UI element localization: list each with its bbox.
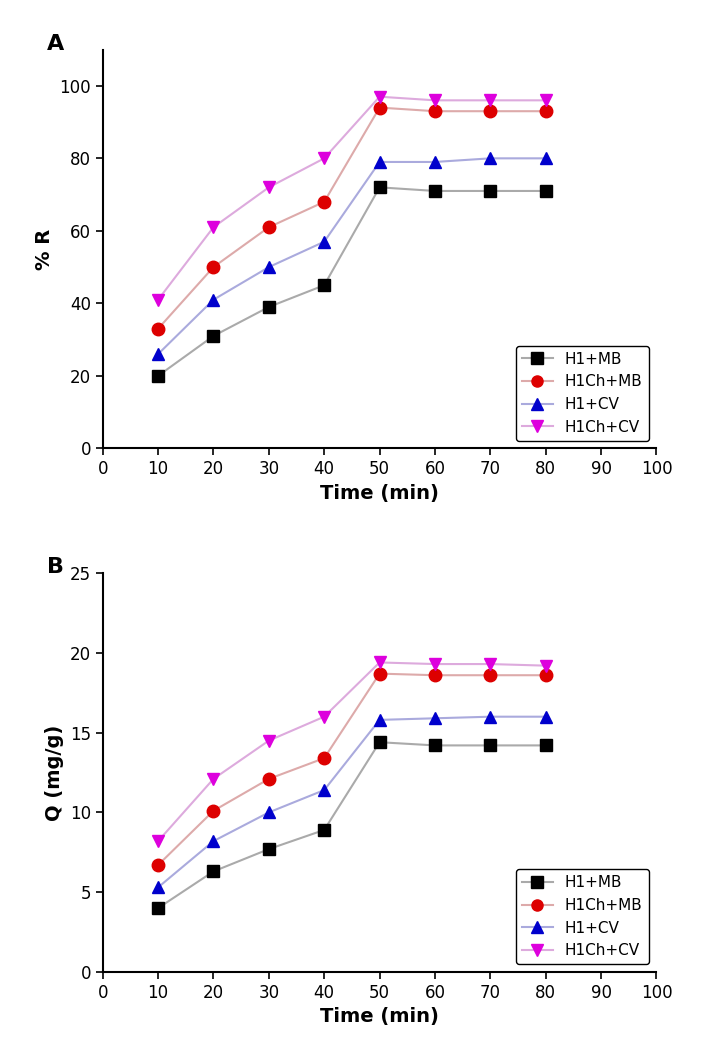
H1+CV [264, 261, 273, 274]
Line: H1+MB: H1+MB [152, 736, 552, 915]
H1Ch+MB [375, 101, 384, 114]
Legend: H1+MB, H1Ch+MB, H1+CV, H1Ch+CV: H1+MB, H1Ch+MB, H1+CV, H1Ch+CV [516, 346, 649, 440]
H1+MB [264, 842, 273, 855]
H1Ch+CV [486, 658, 495, 671]
H1Ch+CV [209, 221, 218, 233]
H1+CV [264, 806, 273, 819]
H1+CV [375, 713, 384, 726]
H1+MB [154, 902, 163, 915]
H1Ch+MB [154, 858, 163, 871]
Line: H1Ch+MB: H1Ch+MB [152, 102, 552, 335]
H1+MB [486, 740, 495, 752]
Line: H1+CV: H1+CV [152, 711, 552, 893]
H1+CV [375, 156, 384, 169]
H1Ch+MB [431, 105, 439, 118]
H1Ch+MB [209, 804, 218, 817]
Line: H1Ch+MB: H1Ch+MB [152, 667, 552, 871]
Y-axis label: Q (mg/g): Q (mg/g) [45, 725, 64, 820]
H1+MB [154, 369, 163, 382]
H1Ch+MB [542, 668, 550, 681]
X-axis label: Time (min): Time (min) [320, 484, 439, 503]
X-axis label: Time (min): Time (min) [320, 1007, 439, 1026]
H1Ch+CV [375, 656, 384, 668]
H1Ch+CV [375, 90, 384, 103]
H1+MB [320, 823, 329, 836]
H1Ch+CV [320, 710, 329, 723]
H1+CV [486, 152, 495, 164]
H1+CV [486, 710, 495, 723]
Line: H1+CV: H1+CV [152, 152, 552, 361]
H1Ch+CV [542, 94, 550, 107]
H1+CV [154, 348, 163, 361]
H1Ch+MB [486, 668, 495, 681]
H1+MB [209, 330, 218, 343]
H1Ch+MB [320, 195, 329, 208]
H1Ch+MB [320, 752, 329, 765]
H1Ch+MB [486, 105, 495, 118]
H1+CV [320, 784, 329, 797]
H1Ch+MB [264, 772, 273, 785]
H1Ch+CV [264, 181, 273, 194]
H1Ch+CV [431, 658, 439, 671]
H1+CV [542, 152, 550, 164]
H1Ch+CV [431, 94, 439, 107]
H1+CV [431, 156, 439, 169]
H1Ch+MB [431, 668, 439, 681]
Legend: H1+MB, H1Ch+MB, H1+CV, H1Ch+CV: H1+MB, H1Ch+MB, H1+CV, H1Ch+CV [516, 869, 649, 964]
H1+MB [431, 740, 439, 752]
H1+MB [486, 185, 495, 197]
H1Ch+MB [209, 261, 218, 274]
H1Ch+MB [375, 667, 384, 680]
H1+CV [154, 881, 163, 893]
H1+CV [542, 710, 550, 723]
Line: H1+MB: H1+MB [152, 181, 552, 382]
H1+MB [431, 185, 439, 197]
H1Ch+CV [486, 94, 495, 107]
H1+MB [375, 181, 384, 194]
Text: B: B [47, 557, 64, 577]
H1+CV [320, 236, 329, 248]
H1+MB [542, 185, 550, 197]
H1Ch+CV [209, 772, 218, 785]
H1Ch+MB [264, 221, 273, 233]
Line: H1Ch+CV: H1Ch+CV [152, 90, 552, 306]
H1+MB [264, 300, 273, 313]
H1Ch+MB [154, 323, 163, 335]
H1Ch+CV [264, 734, 273, 747]
H1+CV [431, 712, 439, 725]
H1+CV [209, 293, 218, 306]
H1+MB [542, 740, 550, 752]
H1Ch+CV [542, 659, 550, 672]
H1Ch+CV [154, 835, 163, 848]
Y-axis label: % R: % R [35, 228, 54, 269]
H1+CV [209, 835, 218, 848]
H1Ch+CV [154, 293, 163, 306]
H1+MB [209, 865, 218, 877]
H1+MB [320, 279, 329, 292]
H1+MB [375, 736, 384, 749]
H1Ch+CV [320, 152, 329, 164]
Text: A: A [47, 34, 64, 54]
H1Ch+MB [542, 105, 550, 118]
Line: H1Ch+CV: H1Ch+CV [152, 656, 552, 848]
